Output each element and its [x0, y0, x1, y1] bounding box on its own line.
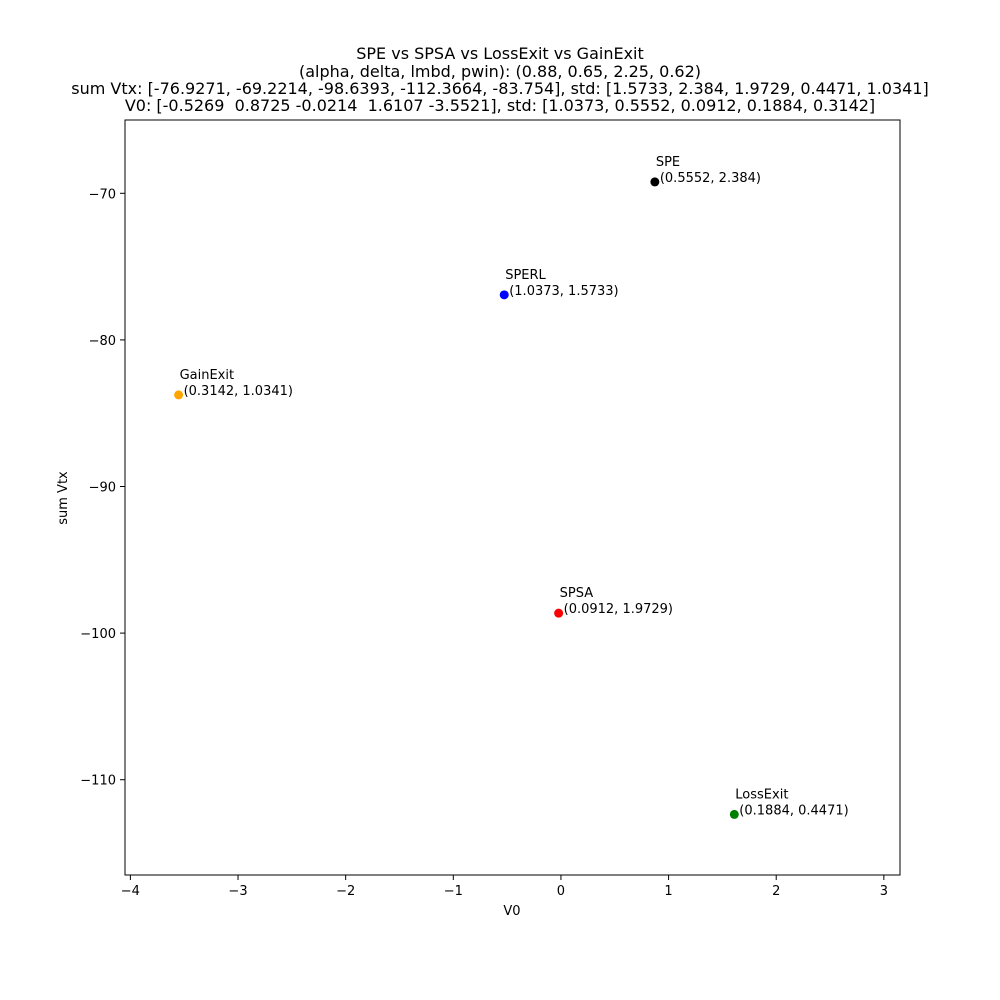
chart-subtitle-sum-vtx: sum Vtx: [-76.9271, -69.2214, -98.6393, … — [71, 79, 929, 98]
x-tick-label: −4 — [121, 884, 140, 899]
chart-title: SPE vs SPSA vs LossExit vs GainExit — [356, 44, 644, 63]
point-name-label: SPE — [656, 155, 680, 170]
point-value-label: (0.5552, 2.384) — [660, 171, 761, 186]
x-axis-label: V0 — [503, 904, 520, 919]
x-tick-label: −2 — [336, 884, 355, 899]
point-value-label: (0.0912, 1.9729) — [564, 602, 673, 617]
point-lossexit — [729, 809, 739, 819]
point-spsa — [554, 608, 564, 618]
point-name-label: GainExit — [180, 368, 235, 383]
y-tick-label: −80 — [89, 334, 116, 349]
plot-frame — [124, 119, 901, 876]
x-tick-label: 3 — [880, 884, 888, 899]
point-name-label: SPERL — [505, 268, 546, 283]
point-value-label: (0.3142, 1.0341) — [184, 384, 293, 399]
chart-subtitle-v0: V0: [-0.5269 0.8725 -0.0214 1.6107 -3.55… — [124, 96, 876, 115]
y-tick-label: −90 — [89, 481, 116, 496]
point-name-label: LossExit — [735, 787, 788, 802]
x-axis: −4 −3 −2 −1 0 1 2 3 — [121, 875, 888, 899]
chart-subtitle-params: (alpha, delta, lmbd, pwin): (0.88, 0.65,… — [298, 62, 702, 81]
x-tick-label: 2 — [772, 884, 780, 899]
point-spe — [650, 177, 660, 187]
x-tick-label: −3 — [228, 884, 247, 899]
y-tick-label: −70 — [89, 187, 116, 202]
y-axis-label: sum Vtx — [56, 471, 71, 525]
point-name-label: SPSA — [560, 586, 594, 601]
point-value-label: (1.0373, 1.5733) — [509, 284, 618, 299]
x-tick-label: 1 — [664, 884, 672, 899]
point-sperl — [499, 290, 509, 300]
y-axis: −110 −100 −90 −80 −70 — [80, 187, 125, 789]
point-value-label: (0.1884, 0.4471) — [739, 803, 848, 818]
data-points: SPERL(1.0373, 1.5733) SPE(0.5552, 2.384) S… — [174, 155, 849, 819]
y-tick-label: −100 — [80, 627, 116, 642]
x-tick-label: −1 — [444, 884, 463, 899]
point-gainexit — [174, 390, 184, 400]
x-tick-label: 0 — [557, 884, 565, 899]
y-tick-label: −110 — [80, 774, 116, 789]
